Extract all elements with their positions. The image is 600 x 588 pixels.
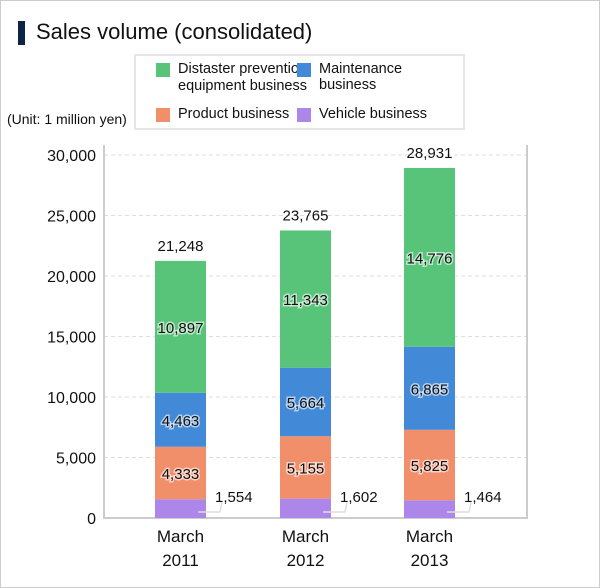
data-label: 10,897 — [158, 320, 204, 337]
legend-label: Distaster prevention — [178, 61, 307, 77]
data-label: 5,664 — [287, 395, 325, 412]
y-tick-label: 15,000 — [47, 330, 96, 347]
legend-label: equipment business — [178, 78, 307, 94]
legend-item-product: Product business — [156, 106, 289, 122]
leader-line — [323, 501, 348, 513]
data-label: 1,554 — [215, 489, 253, 506]
x-tick-label: March — [282, 527, 329, 546]
total-label: 28,931 — [407, 145, 453, 162]
leader-line — [198, 501, 223, 513]
bar-segment — [404, 167, 455, 347]
y-tick-label: 5,000 — [56, 451, 96, 468]
data-label: 4,463 — [162, 413, 200, 430]
bar-segment — [155, 499, 206, 518]
y-tick-label: 30,000 — [47, 148, 96, 165]
unit-label: (Unit: 1 million yen) — [7, 111, 127, 127]
data-label: 1,464 — [464, 489, 502, 506]
bar-segment — [155, 446, 206, 500]
bar-segment — [280, 367, 331, 437]
legend-item-vehicle: Vehicle business — [297, 106, 427, 122]
legend-swatch — [156, 108, 170, 122]
legend-item-maintenance: Maintenance business — [297, 61, 463, 93]
bar-segment — [404, 346, 455, 430]
data-label: 5,155 — [287, 460, 325, 477]
bar-segment — [280, 436, 331, 499]
legend-swatch — [297, 63, 311, 77]
legend-item-disaster-prevention: Distaster prevention equipment business — [156, 61, 307, 95]
y-tick-label: 20,000 — [47, 269, 96, 286]
legend-label: Maintenance business — [319, 61, 403, 93]
bar-segment — [404, 500, 455, 518]
bar-segment — [280, 498, 331, 518]
total-label: 23,765 — [283, 207, 329, 224]
bar-segment — [155, 260, 206, 393]
bar-segment — [280, 230, 331, 368]
y-tick-label: 10,000 — [47, 390, 96, 407]
x-tick-label: 2013 — [411, 551, 449, 570]
data-label: 14,776 — [407, 250, 453, 267]
x-tick-label: March — [157, 527, 204, 546]
legend-label: Product business — [178, 106, 290, 122]
data-label: 11,343 — [283, 292, 328, 309]
bar-segment — [404, 429, 455, 501]
x-tick-label: March — [406, 527, 453, 546]
x-tick-label: 2011 — [162, 551, 199, 570]
legend: Distaster prevention equipment business M… — [134, 54, 465, 130]
legend-label: Vehicle business — [319, 106, 428, 122]
legend-swatch — [297, 108, 311, 122]
data-label: 4,333 — [162, 466, 200, 483]
data-label: 1,602 — [340, 489, 378, 506]
data-label: 6,865 — [411, 381, 449, 398]
bar-segment — [155, 392, 206, 447]
title-accent-bar — [18, 21, 25, 45]
data-label: 5,825 — [411, 458, 449, 475]
y-tick-label: 25,000 — [47, 209, 96, 226]
x-tick-label: 2012 — [287, 551, 325, 570]
y-tick-label: 0 — [87, 511, 96, 528]
chart-title: Sales volume (consolidated) — [36, 19, 313, 44]
leader-line — [447, 501, 472, 513]
legend-swatch — [156, 63, 170, 77]
total-label: 21,248 — [158, 238, 204, 255]
